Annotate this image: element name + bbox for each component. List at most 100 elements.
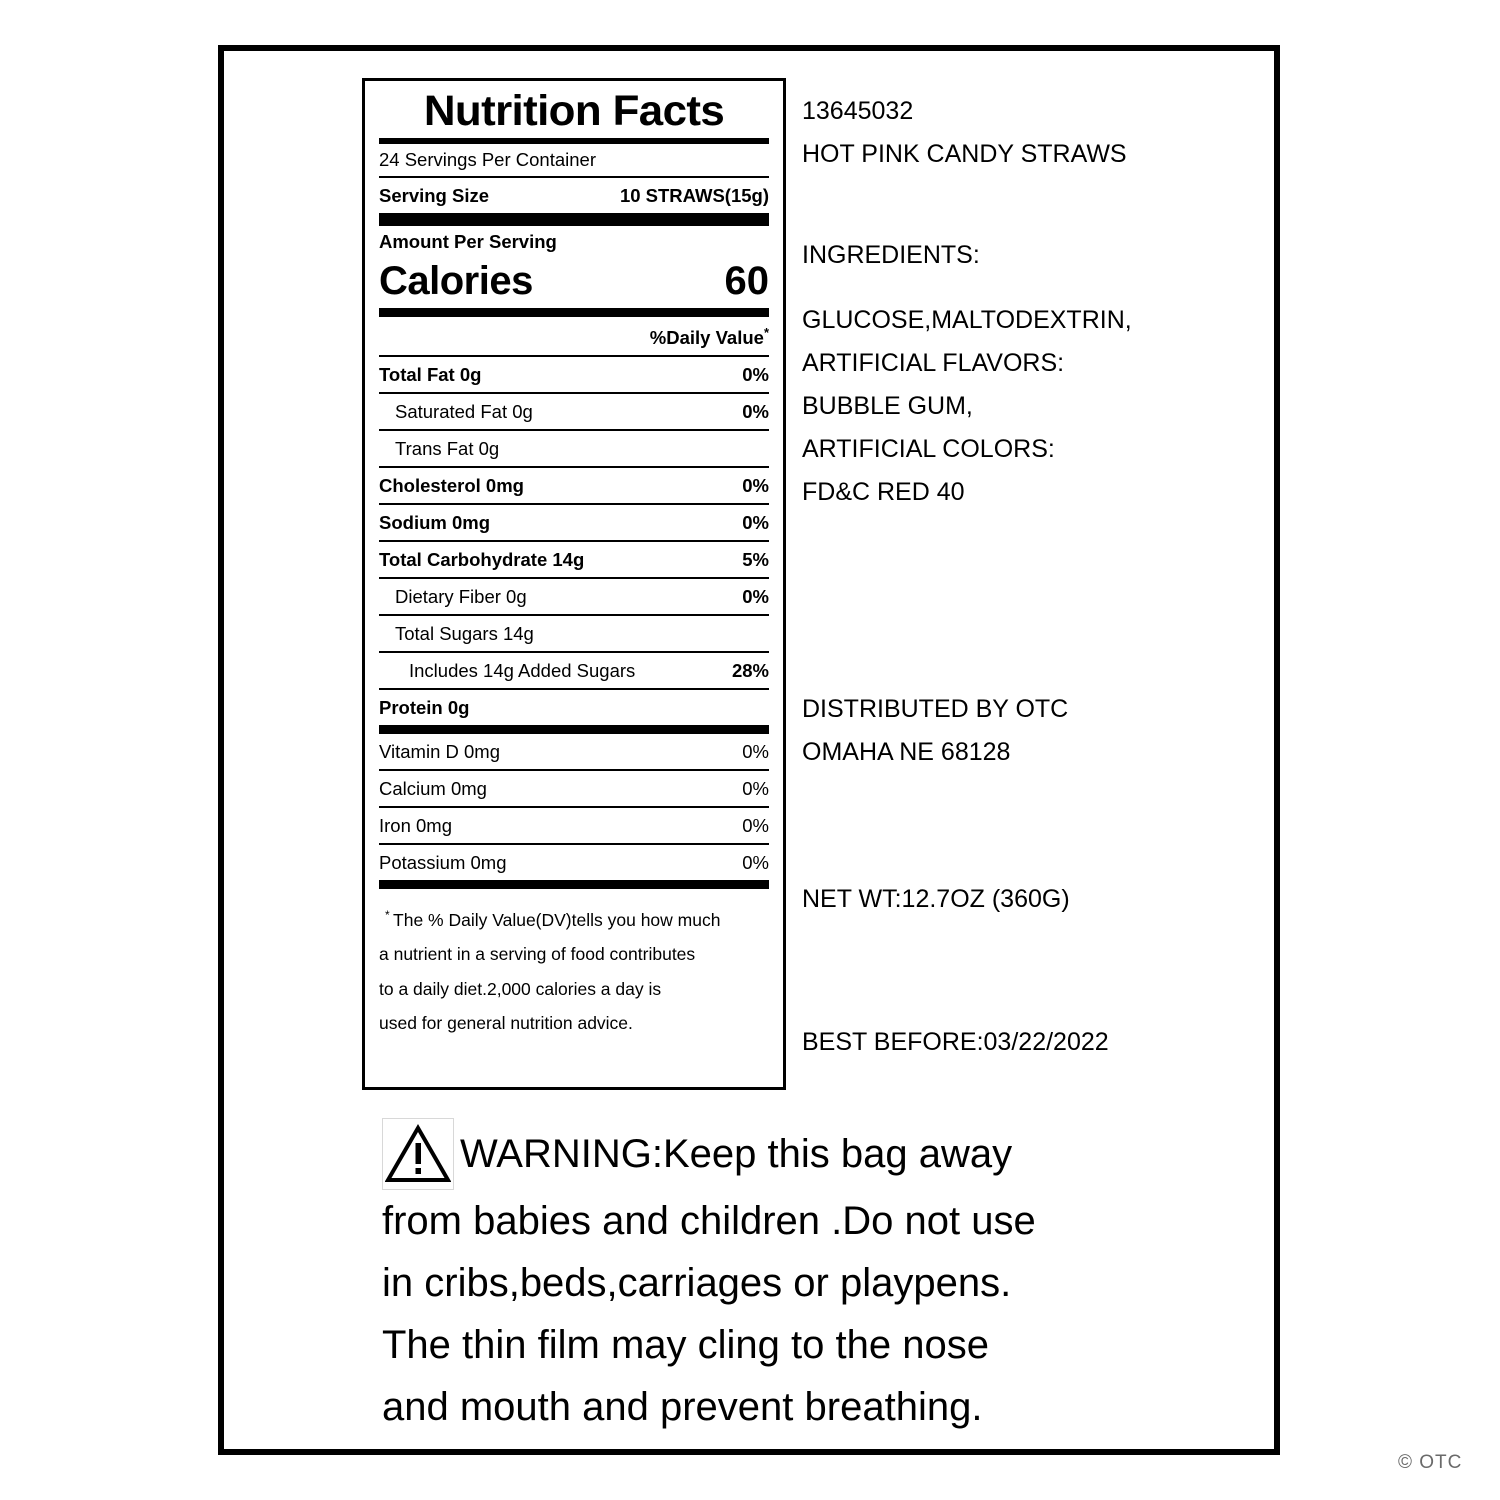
spacer-before-best-before-2 xyxy=(802,1003,1242,1021)
net-weight: NET WT:12.7OZ (360G) xyxy=(802,885,1070,913)
micronutrient-label: Vitamin D 0mg xyxy=(379,741,500,763)
micronutrient-label: Calcium 0mg xyxy=(379,778,487,800)
daily-value-footnote: * The % Daily Value(DV)tells you how muc… xyxy=(379,889,769,1040)
nutrient-row: Includes 14g Added Sugars 28% xyxy=(379,653,769,688)
nutrient-daily-value: 0% xyxy=(742,401,769,423)
daily-value-divider xyxy=(379,355,769,358)
nutrient-row: Total Sugars 14g xyxy=(379,616,769,651)
spacer-after-ingredients-heading xyxy=(802,277,1242,299)
nutrient-row: Total Fat 0g 0% xyxy=(379,357,769,392)
nutrient-rows-container: Total Fat 0g 0% Saturated Fat 0g 0% Trans Fa… xyxy=(379,357,769,725)
micronutrient-row-divider xyxy=(379,769,769,772)
nutrient-row-divider xyxy=(379,429,769,432)
nutrition-facts-panel: Nutrition Facts 24 Servings Per Containe… xyxy=(362,78,786,1090)
micronutrient-row: Iron 0mg 0% xyxy=(379,808,769,843)
nutrient-label: Cholesterol 0mg xyxy=(379,475,524,497)
spacer-before-net-weight xyxy=(802,774,1242,856)
daily-value-header: %Daily Value* xyxy=(379,317,769,355)
warning-line: in cribs,beds,carriages or playpens. xyxy=(382,1261,1012,1305)
nutrient-row: Saturated Fat 0g 0% xyxy=(379,394,769,429)
footnote-line: a nutrient in a serving of food contribu… xyxy=(379,944,696,965)
distributor-line: DISTRIBUTED BY OTC xyxy=(802,695,1069,723)
nutrient-row-divider xyxy=(379,392,769,395)
micronutrient-row: Potassium 0mg 0% xyxy=(379,845,769,880)
spacer-before-best-before xyxy=(802,921,1242,1003)
daily-value-header-star: * xyxy=(763,325,769,341)
micronutrient-rows-container: Vitamin D 0mg 0% Calcium 0mg 0% Iron 0mg 0% Po… xyxy=(379,734,769,880)
warning-line: and mouth and prevent breathing. xyxy=(382,1385,983,1429)
nutrient-label: Trans Fat 0g xyxy=(395,438,500,460)
spacer-before-distributor xyxy=(802,514,1242,596)
micronutrient-daily-value: 0% xyxy=(742,778,769,800)
product-info-column: 13645032 HOT PINK CANDY STRAWS INGREDIEN… xyxy=(802,90,1242,1064)
ingredient-line: FD&C RED 40 xyxy=(802,478,965,506)
servings-divider xyxy=(379,175,769,178)
serving-size-thick-bar xyxy=(379,212,769,226)
nutrient-label: Saturated Fat 0g xyxy=(395,401,533,423)
nutrient-row-divider xyxy=(379,503,769,506)
nutrient-row-divider xyxy=(379,688,769,691)
warning-line: The thin film may cling to the nose xyxy=(382,1323,989,1367)
micronutrient-daily-value: 0% xyxy=(742,741,769,763)
warning-body-lines: from babies and children .Do not use in c… xyxy=(382,1190,1142,1438)
copyright-watermark: © OTC xyxy=(1398,1452,1463,1473)
nutrient-row-divider xyxy=(379,651,769,654)
warning-block: WARNING:Keep this bag away from babies a… xyxy=(382,1118,1142,1438)
nutrient-row-divider xyxy=(379,466,769,469)
serving-size-value: 10 STRAWS(15g) xyxy=(619,184,769,206)
nutrient-daily-value: 0% xyxy=(742,364,769,386)
spacer-before-ingredients xyxy=(802,176,1242,234)
nutrient-daily-value: 0% xyxy=(742,512,769,534)
micronutrient-daily-value: 0% xyxy=(742,815,769,837)
calories-row: Calories 60 xyxy=(379,257,769,308)
calories-label: Calories xyxy=(379,259,533,304)
ingredient-line: ARTIFICIAL COLORS: xyxy=(802,435,1055,463)
warning-headline: WARNING:Keep this bag away xyxy=(460,1132,1013,1176)
warning-first-line: WARNING:Keep this bag away xyxy=(382,1118,1142,1190)
micronutrient-row-divider xyxy=(379,843,769,846)
nutrient-row-divider xyxy=(379,577,769,580)
warning-line: from babies and children .Do not use xyxy=(382,1199,1036,1243)
serving-size-label: Serving Size xyxy=(379,184,490,206)
ingredients-heading: INGREDIENTS: xyxy=(802,241,980,269)
footnote-line: used for general nutrition advice. xyxy=(379,1012,633,1033)
nutrient-daily-value: 28% xyxy=(731,660,769,682)
title-divider xyxy=(379,138,769,145)
micronutrient-label: Potassium 0mg xyxy=(379,852,507,874)
ingredient-line: ARTIFICIAL FLAVORS: xyxy=(802,349,1065,377)
micronutrient-daily-value: 0% xyxy=(742,852,769,874)
micronutrient-label: Iron 0mg xyxy=(379,815,453,837)
servings-per-container: 24 Servings Per Container xyxy=(379,149,596,171)
protein-thick-bar xyxy=(379,725,769,735)
distributor-line: OMAHA NE 68128 xyxy=(802,738,1011,766)
nutrient-label: Protein 0g xyxy=(379,697,470,719)
footnote-star: * xyxy=(385,908,394,923)
distributor-address: DISTRIBUTED BY OTC OMAHA NE 68128 xyxy=(802,688,1242,774)
nutrient-row: Trans Fat 0g xyxy=(379,431,769,466)
nutrition-facts-title: Nutrition Facts xyxy=(423,87,725,135)
serving-size-row: Serving Size 10 STRAWS(15g) xyxy=(379,178,769,213)
amount-per-serving: Amount Per Serving xyxy=(379,230,557,252)
nutrient-label: Dietary Fiber 0g xyxy=(395,586,527,608)
calories-value: 60 xyxy=(724,259,770,304)
nutrient-row-divider xyxy=(379,614,769,617)
footnote-line: to a daily diet.2,000 calories a day is xyxy=(379,978,662,999)
nutrient-daily-value: 0% xyxy=(742,586,769,608)
ingredient-line: BUBBLE GUM, xyxy=(802,392,973,420)
nutrient-row: Sodium 0mg 0% xyxy=(379,505,769,540)
nutrient-daily-value: 5% xyxy=(742,549,769,571)
warning-triangle-icon xyxy=(382,1118,454,1190)
footnote-line: * The % Daily Value(DV)tells you how muc… xyxy=(379,903,769,937)
spacer-before-distributor-2 xyxy=(802,596,1242,688)
nutrient-row: Total Carbohydrate 14g 5% xyxy=(379,542,769,577)
nutrient-label: Total Sugars 14g xyxy=(395,623,534,645)
micronutrient-row-divider xyxy=(379,806,769,809)
nutrient-row: Dietary Fiber 0g 0% xyxy=(379,579,769,614)
nutrient-daily-value: 0% xyxy=(742,475,769,497)
daily-value-header-text: %Daily Value xyxy=(649,327,764,349)
nutrient-label: Sodium 0mg xyxy=(379,512,491,534)
calories-thick-bar xyxy=(379,308,769,318)
product-code: 13645032 xyxy=(802,97,914,125)
nutrient-row-divider xyxy=(379,540,769,543)
micronutrient-thick-bar xyxy=(379,880,769,890)
